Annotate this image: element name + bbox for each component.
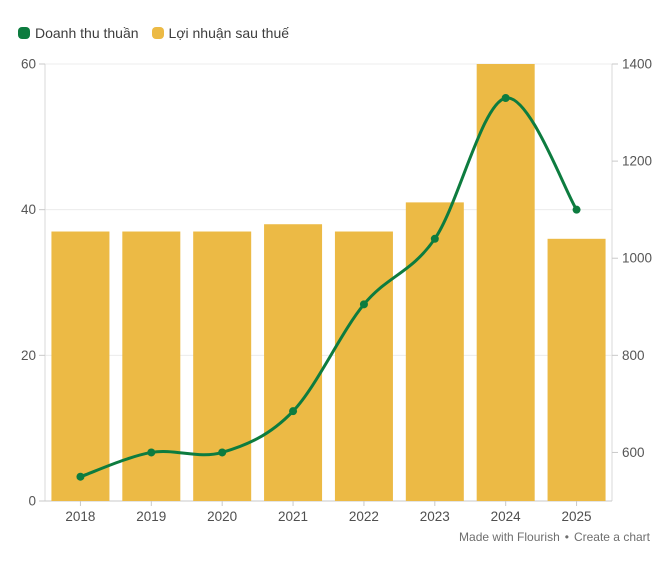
- line-point-2023[interactable]: [430, 234, 439, 243]
- right-axis-tick-label: 1200: [622, 154, 652, 169]
- line-point-2022[interactable]: [359, 300, 368, 309]
- bar-2020[interactable]: [193, 231, 252, 501]
- left-axis-tick-label: 40: [21, 202, 36, 217]
- x-tick-label-2018: 2018: [65, 509, 95, 524]
- x-tick-label-2025: 2025: [562, 509, 592, 524]
- legend-label-doanh-thu-thuan: Doanh thu thuần: [35, 25, 139, 41]
- x-tick-label-2021: 2021: [278, 509, 308, 524]
- right-axis-tick-label: 1000: [622, 251, 652, 266]
- legend-label-loi-nhuan-sau-thue: Lợi nhuận sau thuế: [168, 25, 290, 41]
- left-axis-tick-label: 60: [21, 57, 36, 72]
- legend-swatch-green: [18, 27, 30, 39]
- legend-item-doanh-thu-thuan: Doanh thu thuần: [18, 26, 139, 40]
- left-axis-tick-label: 20: [21, 348, 36, 363]
- x-tick-label-2019: 2019: [136, 509, 166, 524]
- line-point-2019[interactable]: [147, 448, 156, 457]
- line-point-2025[interactable]: [572, 205, 581, 214]
- bar-2024[interactable]: [476, 64, 535, 501]
- create-a-chart-link[interactable]: Create a chart: [573, 530, 650, 544]
- right-axis-tick-label: 600: [622, 445, 645, 460]
- x-tick-label-2024: 2024: [491, 509, 522, 524]
- attribution-separator: •: [564, 530, 569, 544]
- line-point-2021[interactable]: [289, 407, 298, 416]
- attribution: Made with Flourish • Create a chart: [459, 530, 650, 544]
- legend-item-loi-nhuan-sau-thue: Lợi nhuận sau thuế: [151, 25, 290, 41]
- x-tick-label-2020: 2020: [207, 509, 237, 524]
- legend: Doanh thu thuần Lợi nhuận sau thuế: [18, 26, 289, 40]
- bar-2022[interactable]: [334, 231, 393, 501]
- line-point-2018[interactable]: [76, 472, 85, 481]
- right-axis-tick-label: 800: [622, 348, 645, 363]
- bar-2019[interactable]: [122, 231, 181, 501]
- left-axis-tick-label: 0: [28, 494, 36, 509]
- bar-2023[interactable]: [405, 202, 464, 501]
- x-tick-label-2022: 2022: [349, 509, 379, 524]
- legend-swatch-yellow: [151, 27, 164, 39]
- right-axis-tick-label: 1400: [622, 57, 652, 72]
- line-point-2024[interactable]: [501, 93, 510, 102]
- made-with-flourish-link[interactable]: Made with Flourish: [459, 530, 560, 544]
- bar-2018[interactable]: [51, 231, 110, 501]
- bar-2021[interactable]: [264, 224, 323, 501]
- x-tick-label-2023: 2023: [420, 509, 450, 524]
- bar-2025[interactable]: [547, 238, 606, 502]
- line-point-2020[interactable]: [218, 448, 227, 457]
